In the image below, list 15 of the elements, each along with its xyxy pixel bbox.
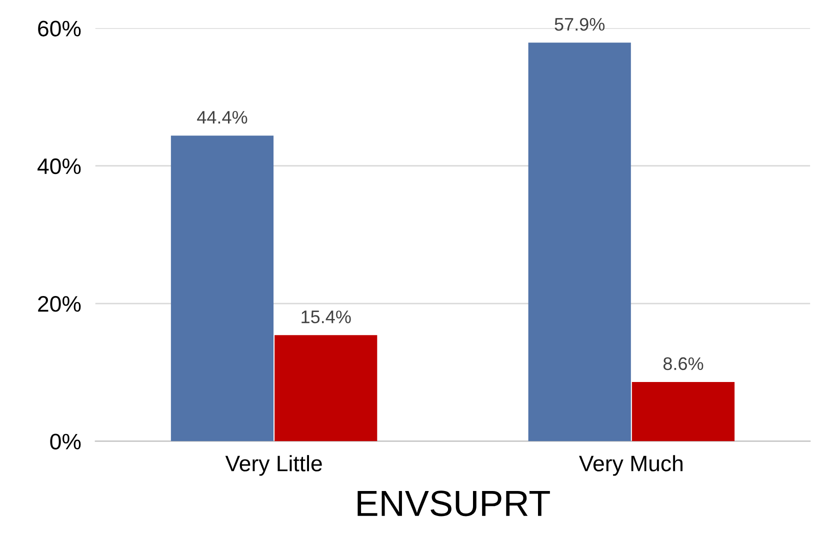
- data-label: 15.4%: [302, 310, 351, 324]
- data-label: 8.6%: [663, 357, 704, 370]
- bar: [170, 136, 274, 442]
- x-axis-title: ENVSUPRT: [358, 490, 550, 516]
- data-label: 57.9%: [554, 18, 605, 31]
- data-label: 44.4%: [197, 110, 248, 124]
- y-tick-label: 60%: [38, 20, 81, 36]
- bar: [632, 382, 735, 442]
- y-tick-label: 20%: [38, 296, 81, 312]
- y-tick-label: 40%: [38, 158, 81, 174]
- bar: [528, 42, 631, 442]
- bar: [274, 335, 378, 442]
- y-tick-label: 0%: [50, 434, 81, 450]
- x-tick-label: Very Little: [225, 455, 322, 476]
- x-tick-label: Very Much: [579, 455, 682, 476]
